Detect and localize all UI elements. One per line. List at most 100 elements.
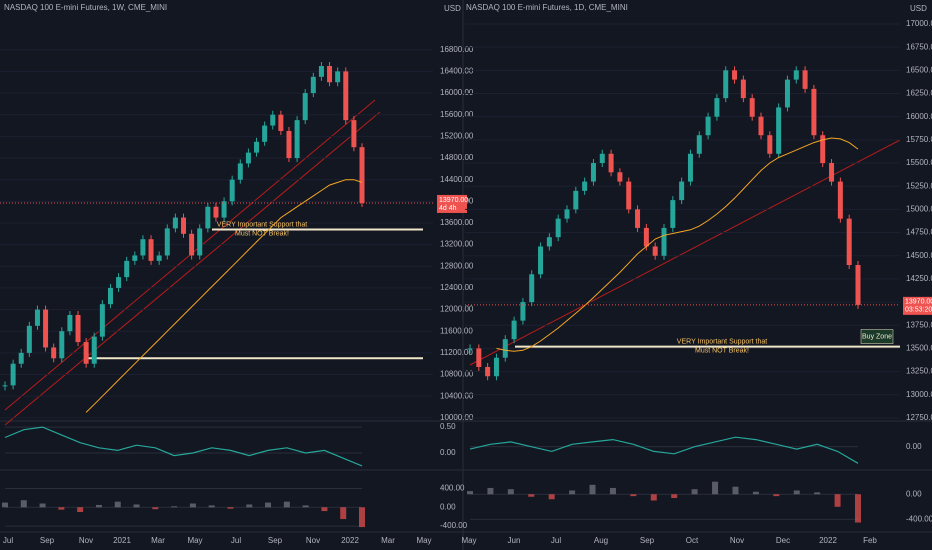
x-tick-label: May — [461, 536, 476, 545]
candle — [99, 304, 105, 337]
moving-average — [85, 179, 363, 413]
annotation: VERY Important Support that — [217, 221, 307, 228]
annotation: Must NOT Break! — [695, 347, 749, 354]
histogram-bar — [39, 503, 46, 508]
candle — [327, 66, 333, 83]
candle — [687, 153, 693, 182]
y-tick-label: 12750.00 — [906, 413, 932, 422]
y-tick-label: 15500.00 — [906, 158, 932, 167]
x-tick-label: Sep — [640, 536, 655, 545]
x-tick-label: 2022 — [819, 536, 837, 545]
y-tick-label: 11200.00 — [440, 348, 473, 357]
candle — [75, 314, 81, 343]
histogram-bar — [246, 504, 253, 508]
candle — [546, 237, 552, 247]
candle — [582, 181, 588, 191]
candle — [617, 172, 623, 182]
x-tick-label: 2021 — [113, 536, 131, 545]
y-tick-label: 15200.00 — [440, 131, 474, 140]
candle — [758, 116, 764, 136]
histogram-bar — [467, 491, 473, 495]
candle — [661, 227, 667, 256]
candle — [91, 336, 97, 364]
candle — [286, 130, 292, 159]
histogram-bar — [283, 501, 290, 508]
candle — [476, 348, 482, 367]
x-tick-label: Jul — [551, 536, 561, 545]
countdown: 4d 4h — [439, 205, 457, 212]
histogram-bar — [855, 494, 861, 523]
candle — [749, 98, 755, 117]
candle — [221, 201, 227, 218]
x-tick-label: Nov — [79, 536, 93, 545]
candle — [502, 339, 508, 358]
y-tick-label: 16800.00 — [440, 45, 474, 54]
oscillator-line — [469, 436, 859, 464]
y-tick-label: 10000.00 — [440, 413, 474, 422]
annotation: VERY Important Support that — [677, 338, 767, 345]
pane-tick-label: 0.00 — [906, 442, 922, 451]
candle — [213, 206, 219, 218]
candle — [555, 218, 561, 238]
y-tick-label: 10400.00 — [440, 391, 474, 400]
y-tick-label: 14400.00 — [440, 175, 474, 184]
candle — [229, 179, 235, 202]
candle — [635, 209, 641, 228]
candle — [245, 152, 251, 164]
y-tick-label: 14750.00 — [906, 228, 932, 237]
x-tick-label: Sep — [268, 536, 283, 545]
candle — [837, 181, 843, 219]
histogram-bar — [569, 490, 576, 495]
candle — [679, 181, 685, 201]
histogram-bar — [2, 502, 8, 508]
candle — [520, 302, 526, 321]
y-tick-label: 14500.00 — [906, 251, 932, 260]
histogram-bar — [671, 494, 678, 499]
candle — [802, 70, 808, 89]
histogram-bar — [189, 503, 196, 508]
y-tick-label: 13200.00 — [440, 240, 474, 249]
candle — [855, 265, 861, 305]
candle — [59, 331, 65, 359]
candle — [262, 125, 268, 142]
candle — [359, 147, 365, 203]
x-tick-label: Feb — [863, 536, 877, 545]
x-tick-label: Dec — [776, 536, 790, 545]
candle — [511, 320, 517, 340]
candle — [310, 76, 316, 94]
moving-average — [496, 137, 859, 352]
x-tick-label: Nov — [306, 536, 320, 545]
x-tick-label: Oct — [686, 536, 699, 545]
candle — [172, 217, 178, 229]
last-price-box — [437, 194, 467, 213]
candle — [652, 246, 658, 256]
pane-tick-label: 0.00 — [906, 489, 922, 498]
histogram-bar — [152, 507, 159, 510]
candle — [2, 385, 8, 387]
histogram-bar — [487, 487, 494, 495]
y-tick-label: 15000.00 — [906, 204, 932, 213]
y-tick-label: 17000.00 — [906, 19, 932, 28]
histogram-bar — [793, 490, 800, 495]
histogram-bar — [548, 494, 555, 500]
candle — [670, 200, 676, 228]
x-tick-label: Nov — [730, 536, 744, 545]
histogram-bar — [208, 505, 215, 508]
histogram-bar — [77, 507, 84, 513]
y-tick-label: 11600.00 — [440, 326, 473, 335]
y-tick-label: 16500.00 — [906, 65, 932, 74]
candle — [237, 163, 243, 180]
candle — [343, 71, 349, 121]
last-price-box — [903, 296, 932, 315]
y-tick-label: 13600.00 — [440, 218, 474, 227]
candle — [696, 135, 702, 154]
last-price-label: 13970.00 — [439, 197, 468, 204]
candle — [564, 209, 570, 219]
pane-tick-label: -400.00 — [906, 514, 932, 523]
candle — [714, 98, 720, 117]
candle — [318, 66, 324, 77]
candle — [767, 135, 773, 154]
x-tick-label: Mar — [151, 536, 165, 545]
